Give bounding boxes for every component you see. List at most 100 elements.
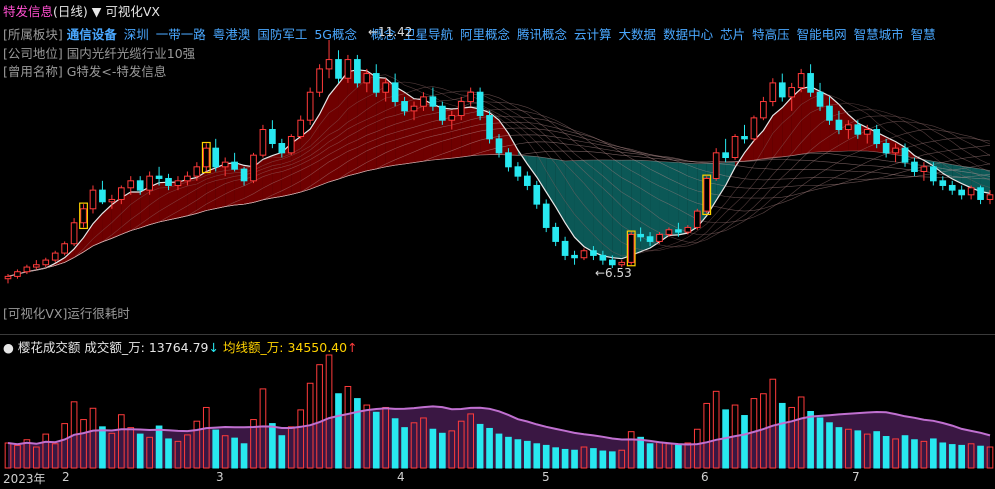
volume-bar	[901, 435, 909, 469]
candle-body	[51, 252, 59, 261]
volume-bar	[646, 443, 654, 469]
volume-bar	[467, 413, 475, 469]
candle-body	[656, 233, 663, 242]
volume-bar	[505, 436, 512, 469]
volume-bar	[136, 433, 144, 469]
x-tick-jul: 7	[852, 470, 860, 484]
ma-fan-fill	[187, 177, 197, 216]
ma-fan-fill	[102, 204, 112, 242]
sector-item[interactable]: 阿里概念	[460, 27, 511, 42]
sector-item[interactable]: 智慧	[910, 27, 936, 42]
volume-bar	[391, 418, 399, 469]
candle-body	[703, 177, 711, 212]
volume-bar	[684, 442, 692, 469]
ma-fan-fill	[536, 156, 547, 192]
candle-body	[939, 180, 947, 186]
collapse-icon[interactable]: ▼	[91, 4, 102, 19]
ma-fan-fill	[140, 186, 150, 228]
candle-body	[80, 208, 87, 224]
candle-body	[14, 271, 21, 277]
volume-bar	[930, 438, 937, 469]
volume-bar	[967, 443, 975, 469]
candle-body	[32, 264, 40, 268]
price-pane	[4, 40, 994, 284]
volume-indicator-name[interactable]: 樱花成交额	[17, 340, 81, 355]
candle-body	[675, 229, 682, 233]
candle-body	[693, 210, 701, 228]
ma-fan-fill	[414, 98, 424, 163]
candle-body	[760, 101, 767, 119]
volume-bar	[316, 364, 323, 469]
sector-item[interactable]: 深圳	[123, 27, 149, 42]
volume-bar	[410, 422, 418, 469]
sector-item[interactable]: 通信设备	[66, 27, 117, 42]
volume-ma-line	[7, 405, 991, 446]
sector-item[interactable]: 5G概念	[314, 27, 357, 42]
volume-bar	[627, 431, 635, 469]
candle-body	[561, 240, 569, 256]
candle-body	[457, 101, 465, 117]
sector-item[interactable]: 粤港澳	[212, 27, 251, 42]
sector-item[interactable]: 智慧城市	[853, 27, 904, 42]
ma-fan-fill	[196, 171, 207, 214]
candle-body	[873, 129, 881, 145]
volume-bar	[335, 393, 342, 469]
volume-header: ● 樱花成交额 成交额_万: 13764.79↓ 均线额_万: 34550.40…	[3, 340, 358, 356]
sector-item[interactable]: 智能电网	[796, 27, 847, 42]
volume-bar	[51, 443, 59, 469]
candle-body	[646, 236, 654, 242]
candle-body	[391, 82, 399, 103]
candle-body	[467, 91, 475, 103]
ma-fan-fill	[583, 160, 594, 253]
candle-body	[882, 143, 890, 154]
candle-body	[778, 82, 786, 98]
sector-item[interactable]: 概念	[370, 27, 396, 42]
sector-item[interactable]: 云计算	[574, 27, 612, 42]
candle-body	[231, 161, 238, 170]
alias-text: G特发<-特发信息	[66, 64, 167, 79]
volume-bar	[882, 436, 890, 469]
period-label[interactable]: (日线)	[53, 4, 88, 19]
volume-bar	[514, 439, 522, 469]
candle-body	[372, 73, 380, 93]
candle-body	[571, 254, 578, 259]
ma-fan-fill	[555, 159, 566, 223]
volume-bar	[420, 417, 427, 469]
candle-body	[920, 166, 928, 172]
ma-fan-fill	[347, 69, 358, 176]
sector-item[interactable]: 大数据	[618, 27, 657, 42]
volume-bar	[221, 435, 229, 469]
sector-item[interactable]: 数据中心	[663, 27, 714, 42]
candle-body	[505, 152, 512, 168]
sector-item[interactable]: 一带一路	[155, 27, 206, 42]
ma-fan-fill	[952, 164, 962, 184]
sector-item[interactable]: 特高压	[752, 27, 790, 42]
volume-bar	[250, 419, 257, 469]
candle-body	[788, 87, 796, 98]
ma-fan-fill	[593, 159, 603, 256]
volume-bar	[542, 444, 550, 469]
candle-body	[684, 226, 692, 233]
high-price-label: ←11.42	[368, 25, 413, 39]
sector-item[interactable]: 腾讯概念	[517, 27, 568, 42]
indicator-name[interactable]: 可视化VX	[105, 4, 160, 19]
volume-bar	[835, 427, 843, 469]
ma-fan-fill	[791, 88, 802, 156]
ma-fan-fill	[527, 155, 537, 178]
sector-item[interactable]: 国防军工	[257, 27, 308, 42]
volume-bar	[429, 428, 437, 469]
sector-item[interactable]: 芯片	[720, 27, 746, 42]
candle-body	[306, 91, 314, 121]
sector-item[interactable]: 卫星导航	[402, 27, 453, 42]
ma-fan-fill	[933, 161, 943, 174]
ma-fan-fill	[130, 192, 141, 231]
ma-fan-fill	[678, 162, 688, 235]
candle-body	[325, 59, 333, 70]
volume-collapse-icon[interactable]: ●	[3, 340, 14, 355]
ma-fan-fill	[574, 160, 584, 247]
volume-bar	[448, 430, 456, 469]
candle-body	[712, 152, 720, 179]
stock-name[interactable]: 特发信息	[3, 4, 54, 19]
ma-fan-fill	[310, 114, 320, 190]
